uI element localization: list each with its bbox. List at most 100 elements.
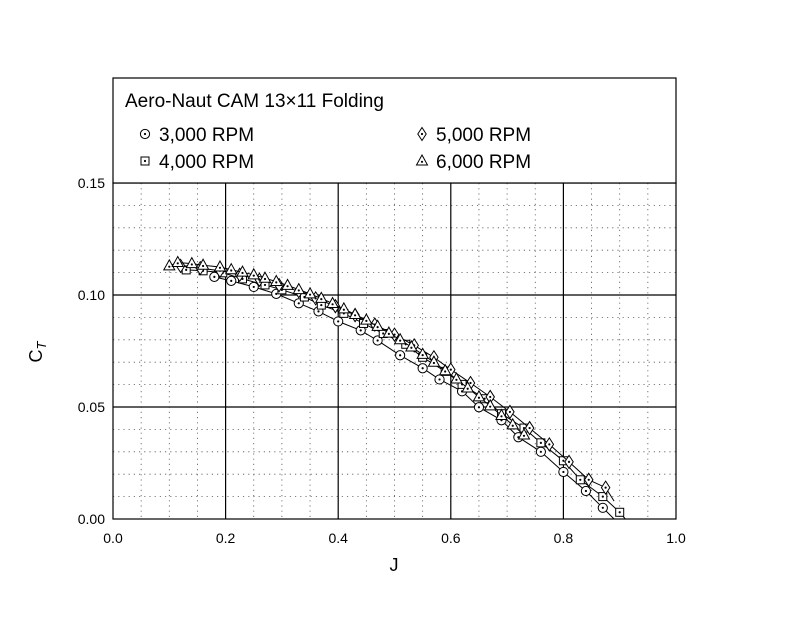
minor-grid (113, 183, 676, 519)
data-point (292, 282, 306, 295)
legend-entry: 6,000 RPM (415, 152, 531, 173)
data-point (281, 278, 294, 290)
series-layer (162, 255, 626, 520)
x-tick-label: 0.0 (103, 530, 123, 546)
data-point (575, 475, 585, 485)
data-point (314, 291, 328, 303)
y-tick-label: 0.10 (78, 287, 105, 303)
data-point (247, 267, 261, 280)
series-circle-dot (209, 271, 615, 520)
legend-marker (139, 128, 151, 140)
data-point (382, 326, 396, 338)
y-axis-ticks: 0.00 0.05 0.10 0.15 (78, 175, 105, 527)
x-tick-label: 0.6 (441, 530, 461, 546)
data-point (506, 417, 520, 430)
legend-title: Aero-Naut CAM 13×11 Folding (125, 91, 384, 112)
data-point (258, 271, 272, 283)
data-point (236, 265, 249, 277)
data-point (333, 316, 344, 327)
data-point (558, 466, 569, 478)
data-point (580, 485, 592, 497)
x-tick-label: 0.2 (216, 530, 236, 546)
y-axis-label-main: C (26, 349, 46, 362)
data-point (269, 274, 283, 287)
legend: Aero-Naut CAM 13×11 Folding 3,000 RPM 4,0… (112, 77, 677, 184)
data-point (535, 446, 546, 457)
legend-marker (140, 156, 150, 166)
data-point (524, 420, 535, 436)
data-point (505, 404, 515, 420)
data-point (326, 296, 339, 309)
plot-frame (112, 182, 677, 520)
data-point (303, 286, 317, 299)
legend-entries: 3,000 RPM 4,000 RPM 5,000 RPM 6,000 RPM (139, 125, 531, 173)
data-point (171, 255, 185, 268)
data-point (615, 507, 625, 517)
legend-label: 3,000 RPM (159, 125, 254, 146)
data-point (598, 492, 608, 502)
data-point (162, 258, 176, 271)
data-point (517, 427, 531, 440)
svg-text:CT: CT (26, 340, 49, 362)
data-point (405, 339, 418, 352)
legend-entry: 5,000 RPM (417, 125, 531, 146)
data-point (226, 275, 237, 286)
y-axis-label-subscript: T (34, 340, 49, 349)
series-triangle-dot (162, 255, 531, 440)
data-point (393, 332, 407, 345)
data-point (196, 258, 210, 270)
series-line (214, 276, 615, 520)
data-point (483, 398, 497, 411)
data-point (395, 350, 406, 361)
data-point (495, 408, 508, 421)
data-point (213, 259, 227, 272)
data-point (337, 301, 351, 314)
data-point (600, 480, 611, 496)
data-point (248, 281, 259, 293)
data-point (434, 374, 445, 385)
series-line (180, 265, 615, 502)
data-point (473, 402, 485, 413)
data-point (185, 256, 199, 269)
data-point (461, 380, 475, 393)
major-grid (113, 183, 676, 519)
data-point (450, 371, 463, 384)
legend-entry: 3,000 RPM (139, 125, 254, 146)
data-point (438, 363, 452, 376)
data-point (417, 363, 428, 374)
y-tick-label: 0.05 (78, 399, 105, 415)
data-point (360, 313, 373, 325)
legend-marker (415, 153, 429, 166)
legend-marker (417, 126, 427, 142)
data-point (536, 438, 546, 448)
y-tick-label: 0.00 (78, 511, 105, 527)
y-axis-label: CT (26, 340, 49, 362)
series-diamond-dot (175, 258, 615, 502)
legend-label: 5,000 RPM (436, 125, 531, 146)
data-point (583, 472, 594, 488)
data-point (544, 436, 555, 452)
x-tick-label: 0.8 (554, 530, 574, 546)
legend-label: 4,000 RPM (159, 152, 254, 173)
data-point (564, 454, 574, 470)
legend-entry: 4,000 RPM (140, 152, 254, 173)
data-point (372, 335, 383, 346)
x-axis-ticks: 0.0 0.2 0.4 0.6 0.8 1.0 (103, 530, 686, 546)
series-line (186, 269, 626, 520)
legend-label: 6,000 RPM (436, 152, 531, 173)
y-tick-label: 0.15 (78, 175, 105, 191)
data-point (472, 389, 486, 402)
legend-box (112, 77, 677, 184)
data-point (224, 262, 238, 275)
x-tick-label: 1.0 (666, 530, 686, 546)
data-point (416, 347, 429, 359)
data-point (348, 307, 362, 319)
series-line (169, 261, 525, 436)
data-point (427, 355, 441, 367)
data-point (371, 319, 384, 331)
x-axis-label: J (390, 555, 399, 575)
data-point (597, 502, 608, 513)
x-tick-label: 0.4 (328, 530, 348, 546)
series-square-dot (181, 265, 626, 520)
